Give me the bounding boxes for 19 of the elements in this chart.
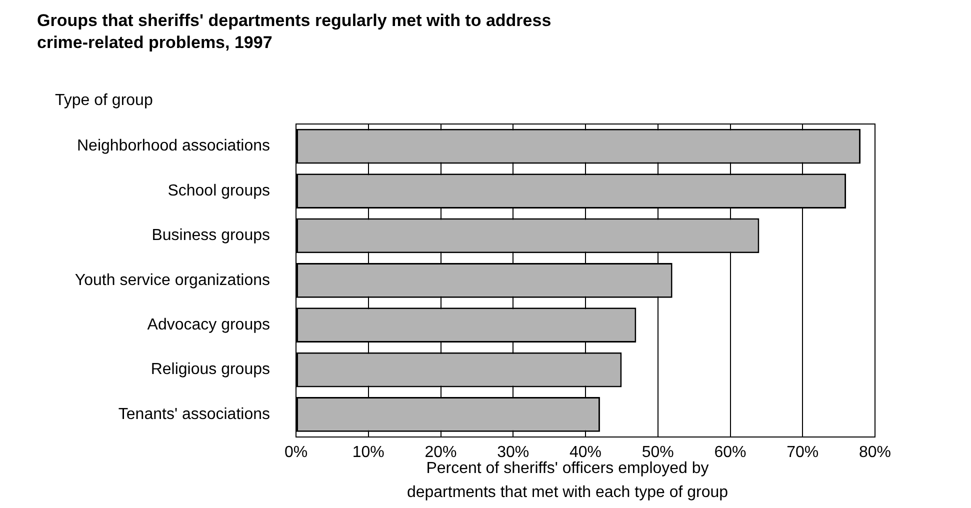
y-tick-label: Youth service organizations xyxy=(74,272,270,289)
y-tick-label: Religious groups xyxy=(150,361,270,378)
y-tick-label: Advocacy groups xyxy=(147,316,270,334)
chart-title: Groups that sheriffs' departments regularly met with to address crime-related problems, 1997 xyxy=(37,10,552,54)
x-tick-label: 70% xyxy=(786,444,819,461)
y-tick-label: Tenants' associations xyxy=(118,406,270,423)
x-tick-label: 40% xyxy=(569,444,602,461)
y-axis-title: Type of group xyxy=(55,92,153,110)
x-tick-label: 10% xyxy=(352,444,384,461)
x-tick-label: 50% xyxy=(642,444,674,461)
x-tick-label: 0% xyxy=(284,444,308,461)
x-tick-label: 20% xyxy=(424,444,457,461)
y-tick-label: Neighborhood associations xyxy=(76,138,270,155)
x-tick-label: 30% xyxy=(497,444,530,461)
x-axis-title: Percent of sheriffs' officers employed by departments that met with each type of group xyxy=(406,460,728,501)
y-tick-label: Business groups xyxy=(152,227,270,244)
y-tick-label: School groups xyxy=(168,182,270,200)
x-tick-label: 80% xyxy=(858,444,892,461)
x-tick-label: 60% xyxy=(714,444,746,461)
